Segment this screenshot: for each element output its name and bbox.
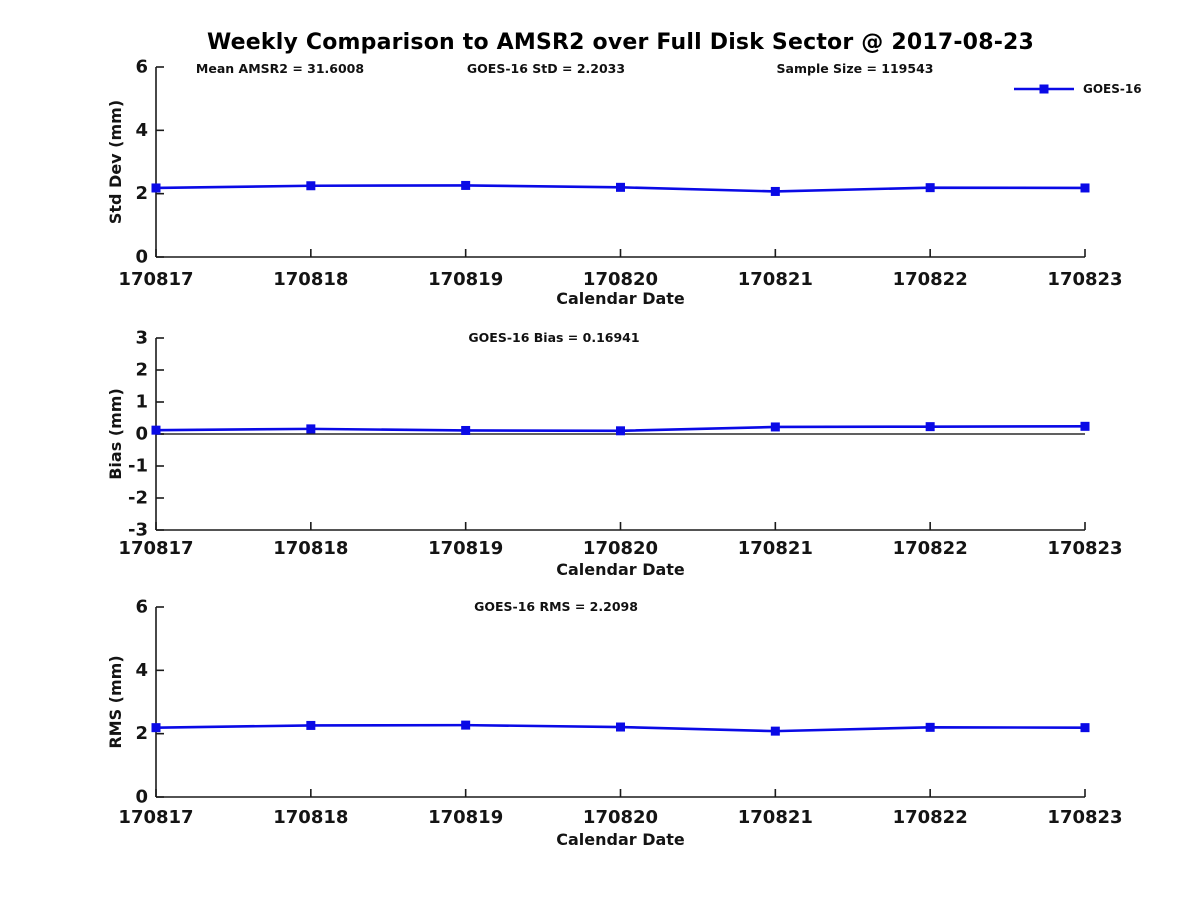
figure-title: Weekly Comparison to AMSR2 over Full Dis… xyxy=(206,30,1035,55)
x-tick-label: 170820 xyxy=(583,269,658,290)
series-marker xyxy=(616,182,625,192)
y-tick-label: -2 xyxy=(128,488,148,509)
legend-line-sample xyxy=(1014,84,1074,94)
y-tick-label: 0 xyxy=(135,424,148,445)
stat-annotation: GOES-16 Bias = 0.16941 xyxy=(468,330,639,345)
series-marker xyxy=(306,181,316,191)
x-tick-label: 170820 xyxy=(583,538,658,559)
x-tick-label: 170822 xyxy=(893,807,968,828)
series-marker xyxy=(770,186,780,196)
x-tick-label: 170823 xyxy=(1047,538,1122,559)
y-tick-label: 2 xyxy=(135,723,148,744)
series-marker xyxy=(306,720,316,730)
series-marker xyxy=(461,425,471,435)
y-tick-label: 4 xyxy=(135,120,148,141)
series-marker xyxy=(461,180,471,190)
series-marker xyxy=(616,722,625,732)
legend-label: GOES-16 xyxy=(1083,82,1142,96)
legend: GOES-16 xyxy=(1013,80,1142,98)
x-axis-label: Calendar Date xyxy=(556,830,685,849)
y-tick-label: 3 xyxy=(135,328,148,349)
series-marker xyxy=(770,726,780,736)
x-tick-label: 170822 xyxy=(893,538,968,559)
x-tick-label: 170821 xyxy=(738,807,813,828)
x-tick-label: 170823 xyxy=(1047,807,1122,828)
series-marker xyxy=(151,425,161,435)
series-marker xyxy=(616,426,625,436)
series-marker xyxy=(1080,421,1090,431)
rms-subplot: 0 2 4 6 170817 170818 170819 170820 170821 170822… xyxy=(106,597,1123,850)
stat-annotation: GOES-16 StD = 2.2033 xyxy=(467,61,625,76)
x-tick-label: 170817 xyxy=(118,538,193,559)
y-tick-label: 0 xyxy=(135,247,148,268)
y-tick-label: 6 xyxy=(135,57,148,78)
x-tick-label: 170819 xyxy=(428,807,503,828)
x-tick-label: 170819 xyxy=(428,269,503,290)
x-tick-label: 170820 xyxy=(583,807,658,828)
x-axis-label: Calendar Date xyxy=(556,289,685,308)
y-tick-label: 2 xyxy=(135,183,148,204)
y-axis-label: Std Dev (mm) xyxy=(106,100,125,224)
legend-square-marker-icon xyxy=(1039,84,1049,94)
x-tick-label: 170818 xyxy=(273,807,348,828)
series-marker xyxy=(925,722,935,732)
x-axis-label: Calendar Date xyxy=(556,560,685,579)
y-tick-label: 1 xyxy=(135,392,148,413)
series-marker xyxy=(151,723,161,733)
x-tick-label: 170822 xyxy=(893,269,968,290)
x-tick-label: 170821 xyxy=(738,538,813,559)
y-tick-label: 0 xyxy=(135,787,148,808)
x-tick-label: 170819 xyxy=(428,538,503,559)
y-tick-label: 4 xyxy=(135,660,148,681)
y-axis-label: Bias (mm) xyxy=(106,388,125,480)
series-marker xyxy=(925,183,935,193)
series-marker xyxy=(925,422,935,432)
x-tick-label: 170823 xyxy=(1047,269,1122,290)
y-tick-label: -1 xyxy=(128,456,148,477)
y-tick-label: 6 xyxy=(135,597,148,618)
y-tick-label: -3 xyxy=(128,520,148,541)
bias-subplot: -3 -2 -1 0 1 2 3 170817 170818 170819 170820 170821… xyxy=(106,328,1123,580)
series-marker xyxy=(770,422,780,432)
y-tick-label: 2 xyxy=(135,360,148,381)
series-marker xyxy=(461,720,471,730)
series-marker xyxy=(1080,183,1090,193)
series-marker xyxy=(151,183,161,193)
x-tick-label: 170817 xyxy=(118,807,193,828)
y-axis-label: RMS (mm) xyxy=(106,655,125,748)
x-tick-label: 170818 xyxy=(273,269,348,290)
x-tick-label: 170817 xyxy=(118,269,193,290)
stddev-subplot: 0 2 4 6 170817 170818 170819 170820 170821 170822… xyxy=(106,57,1123,309)
series-marker xyxy=(1080,723,1090,733)
stat-annotation: Mean AMSR2 = 31.6008 xyxy=(196,61,364,76)
x-tick-label: 170818 xyxy=(273,538,348,559)
stat-annotation: Sample Size = 119543 xyxy=(777,61,934,76)
stat-annotation: GOES-16 RMS = 2.2098 xyxy=(474,599,638,614)
x-tick-label: 170821 xyxy=(738,269,813,290)
series-marker xyxy=(306,424,316,434)
